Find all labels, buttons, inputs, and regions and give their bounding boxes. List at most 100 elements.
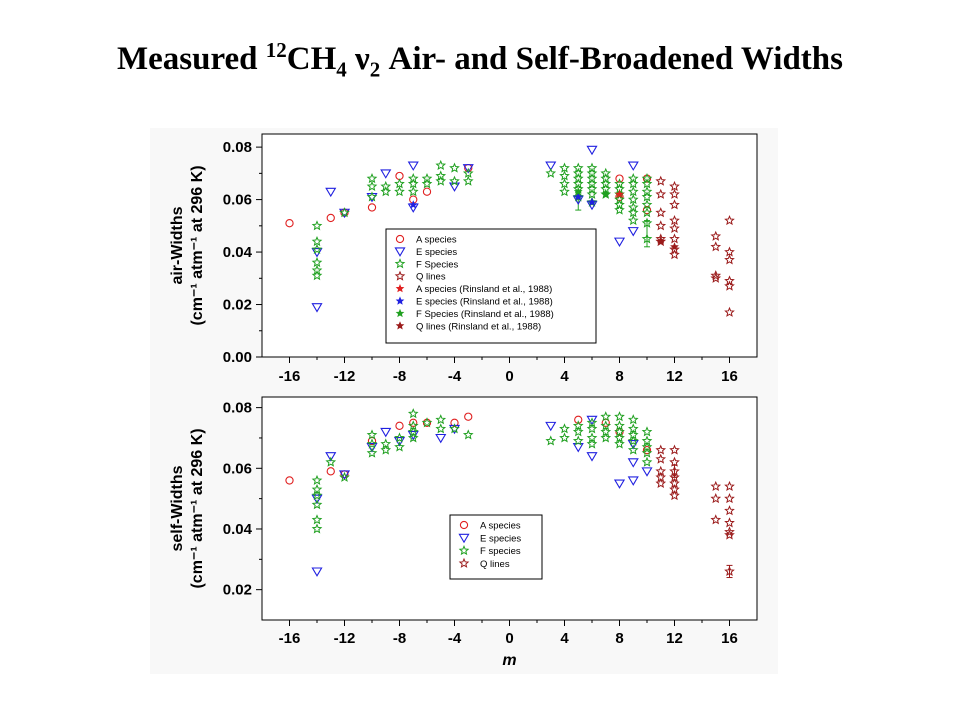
air-point-A-filled-star	[615, 189, 624, 199]
self-point-Q-star	[669, 444, 680, 455]
air-y-tick-label: 0.06	[223, 192, 252, 209]
self-point-F-star	[311, 499, 323, 510]
air-point-F-filled-star	[573, 187, 583, 196]
self-point-Q-star	[724, 505, 735, 516]
air-point-F-star	[600, 167, 612, 178]
air-point-F-star	[462, 175, 474, 186]
air-point-F-star	[380, 180, 392, 192]
air-legend-label: F Species	[416, 259, 458, 270]
self-point-F-star	[339, 471, 350, 482]
self-point-Q-star	[655, 444, 667, 455]
self-legend-marker	[458, 545, 470, 556]
self-point-E-triangle	[380, 427, 392, 438]
air-point-F-star	[311, 243, 323, 254]
self-point-F-star	[627, 429, 639, 440]
self-point-F-star	[394, 441, 405, 452]
air-point-E-triangle	[380, 169, 392, 179]
air-x-tick-label: -8	[393, 368, 406, 385]
self-point-Q-star	[710, 493, 722, 504]
page-title: Measured 12CH4 ν2 Air- and Self-Broadene…	[117, 38, 843, 82]
self-point-Q-star	[669, 490, 680, 501]
air-point-A-circle	[422, 187, 432, 196]
air-point-E-triangle	[545, 161, 557, 171]
self-point-F-star	[421, 417, 433, 428]
air-point-F-star	[545, 167, 557, 178]
air-point-F-star	[641, 199, 653, 210]
air-point-A-circle	[285, 219, 294, 228]
self-point-F-star	[641, 441, 653, 452]
self-point-Q-star	[710, 480, 722, 492]
self-x-tick-label: 16	[721, 630, 738, 647]
air-point-F-star	[572, 162, 584, 173]
air-legend-marker	[395, 234, 405, 244]
self-point-F-star	[627, 423, 639, 434]
air-point-F-star	[435, 170, 447, 181]
self-y-axis-title: self-Widths	[169, 465, 186, 551]
self-x-axis-title: m	[502, 652, 516, 669]
air-point-E-triangle	[586, 145, 598, 156]
air-point-F-star	[559, 170, 570, 181]
air-point-F-star	[449, 162, 460, 173]
self-legend-label: F species	[480, 546, 521, 557]
air-point-F-star	[641, 186, 653, 197]
self-point-F-star	[462, 429, 474, 440]
self-point-F-star	[311, 523, 323, 534]
self-point-F-star	[586, 423, 598, 434]
air-point-F-star	[311, 220, 323, 231]
self-point-A-circle	[642, 445, 652, 455]
self-legend-marker	[458, 557, 470, 568]
air-point-Q-star	[655, 207, 667, 218]
self-point-F-star	[614, 426, 625, 437]
self-point-Q-star	[724, 529, 735, 540]
air-point-E-triangle	[462, 164, 474, 174]
self-point-F-star	[572, 426, 584, 437]
air-point-F-star	[407, 173, 419, 184]
self-point-Q-star	[655, 477, 667, 489]
air-point-F-star	[394, 186, 405, 197]
self-point-F-star	[600, 426, 612, 437]
air-point-Q-star	[724, 246, 735, 257]
air-point-A-circle	[326, 213, 335, 223]
air-point-F-star	[559, 186, 570, 197]
self-point-E-triangle	[325, 452, 337, 462]
air-legend-marker	[395, 308, 405, 318]
air-point-F-star	[641, 233, 653, 244]
air-x-tick-label: -16	[279, 368, 301, 385]
self-point-Q-star	[669, 465, 680, 476]
air-y-tick-label: 0.04	[223, 244, 253, 261]
self-point-Q-star	[669, 483, 680, 495]
air-point-F-star	[449, 175, 460, 186]
air-y-axis-units: (cm⁻¹ atm⁻¹ at 296 K)	[189, 165, 206, 325]
air-point-E-triangle	[325, 187, 337, 198]
self-point-F-star	[449, 423, 460, 434]
air-legend-label: Q lines (Rinsland et al., 1988)	[416, 321, 541, 332]
self-point-A-circle	[395, 421, 404, 430]
air-point-E-filled-star	[587, 197, 597, 206]
self-point-F-star	[641, 447, 653, 458]
air-point-Q-star	[710, 272, 722, 283]
self-point-F-star	[614, 411, 625, 422]
self-x-tick-label: -12	[334, 630, 356, 647]
air-point-F-star	[559, 162, 570, 173]
air-point-F-star	[407, 186, 419, 197]
self-plot-area	[261, 396, 758, 621]
air-point-F-star	[366, 191, 378, 202]
self-point-F-star	[366, 429, 378, 440]
self-point-F-star	[572, 420, 584, 431]
air-point-Q-star	[669, 233, 680, 244]
air-legend-marker	[394, 270, 406, 281]
self-point-F-star	[627, 444, 639, 455]
air-point-Q-star	[724, 306, 735, 317]
self-x-tick-label: -8	[393, 630, 406, 647]
self-point-F-star	[545, 435, 557, 446]
air-point-F-filled-star	[601, 189, 611, 199]
air-legend-marker	[395, 321, 405, 330]
air-point-A-circle	[615, 174, 624, 183]
self-y-tick-label: 0.02	[223, 582, 252, 599]
air-point-Q-star	[655, 175, 667, 186]
air-point-Q-star	[710, 241, 722, 252]
self-x-tick-label: -16	[279, 630, 301, 647]
air-point-E-triangle	[613, 237, 626, 248]
air-chart: -16 -12 -8 -4 0 4 8 12 16 0.00 0.02 0.04 0.06 0.08 air…	[169, 133, 758, 385]
air-y-tick-label: 0.00	[223, 349, 252, 366]
